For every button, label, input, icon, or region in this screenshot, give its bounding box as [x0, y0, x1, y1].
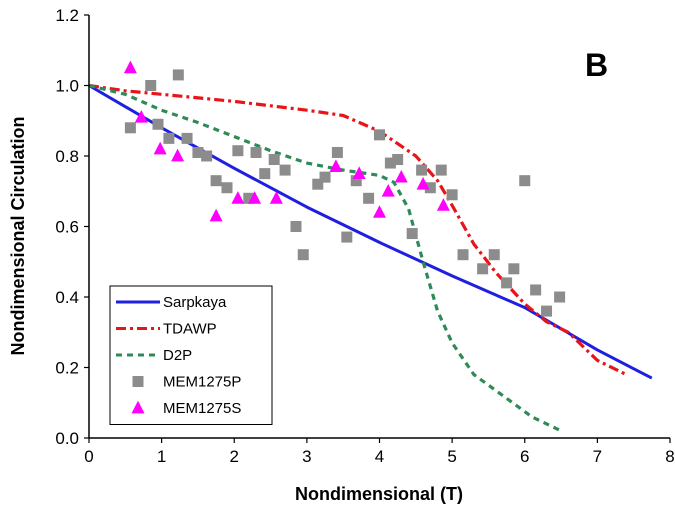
mem1275p-point [554, 291, 566, 303]
mem1275p-point [435, 164, 447, 176]
panel-label: B [585, 47, 608, 83]
mem1275p-point [172, 69, 184, 81]
legend-item-mem1275p: MEM1275P [132, 374, 241, 391]
mem1275p-point [341, 231, 353, 243]
mem1275p-point [416, 164, 428, 176]
x-axis-label: Nondimensional (T) [295, 484, 463, 504]
x-tick-label: 2 [230, 447, 239, 466]
mem1275p-point [250, 146, 262, 158]
y-tick-label: 0.8 [55, 147, 79, 166]
mem1275s-point [416, 177, 430, 190]
mem1275p-point [508, 263, 520, 275]
y-tick-label: 0.0 [55, 429, 79, 448]
legend-item-sarpkaya: Sarpkaya [116, 294, 227, 311]
legend-label: Sarpkaya [163, 294, 227, 311]
plot-area [88, 60, 653, 433]
mem1275s-point [209, 208, 223, 222]
mem1275p-point [181, 132, 193, 144]
mem1275p-point [530, 284, 542, 296]
mem1275p-point [350, 175, 362, 187]
legend-label: MEM1275P [163, 374, 241, 391]
legend-label: TDAWP [163, 321, 217, 338]
mem1275p-point [457, 249, 469, 261]
mem1275p-point [424, 182, 436, 194]
legend: Sarpkaya TDAWP D2P MEM1275P MEM1275S [109, 285, 273, 425]
mem1275s-point [153, 141, 167, 155]
d2p-series-line [88, 83, 562, 433]
mem1275p-point [501, 277, 513, 289]
mem1275p-point [541, 305, 553, 317]
mem1275p-point [406, 228, 418, 240]
mem1275p-point [488, 249, 500, 261]
mem1275p-point [152, 118, 164, 130]
legend-item-tdawp: TDAWP [116, 321, 217, 338]
mem1275p-point [201, 150, 213, 162]
mem1275s-point [171, 148, 185, 162]
x-tick-label: 1 [157, 447, 166, 466]
mem1275s-point [134, 110, 148, 123]
mem1275p-point [243, 192, 255, 204]
mem1275p-point [279, 164, 291, 176]
legend-label: MEM1275S [163, 400, 241, 417]
mem1275p-point [221, 182, 233, 194]
mem1275p-point [331, 146, 343, 158]
legend-swatch [132, 376, 144, 387]
mem1275s-point [381, 184, 395, 197]
mem1275p-point [268, 154, 280, 166]
mem1275p-point [145, 80, 157, 91]
mem1275p-point [210, 175, 222, 187]
x-tick-label: 8 [665, 447, 674, 466]
y-axis-label: Nondimensional Circulation [8, 116, 28, 355]
mem1275p-point [446, 189, 458, 201]
y-tick-label: 0.4 [55, 288, 79, 307]
legend-label: D2P [163, 347, 192, 364]
mem1275s-point [394, 169, 408, 183]
legend-item-mem1275s: MEM1275S [131, 400, 241, 417]
mem1275s-point [352, 166, 366, 180]
legend-swatch [131, 400, 145, 414]
mem1275p-point [124, 122, 136, 134]
y-tick-label: 0.2 [55, 359, 79, 378]
x-tick-label: 3 [302, 447, 311, 466]
legend-box [109, 285, 273, 425]
mem1275p-point [163, 132, 175, 144]
mem1275p-point [312, 178, 324, 190]
mem1275s-point [329, 159, 343, 172]
mem1275p-point [192, 146, 204, 158]
x-tick-label: 7 [593, 447, 602, 466]
x-tick-label: 6 [520, 447, 529, 466]
x-tick-label: 4 [375, 447, 384, 466]
mem1275s-point [231, 191, 245, 204]
x-tick-label: 5 [447, 447, 456, 466]
mem1275s-point [436, 198, 450, 211]
mem1275p-point [232, 145, 244, 157]
mem1275p-point [477, 263, 489, 275]
y-tick-label: 1.0 [55, 77, 79, 96]
tdawp-series-line [88, 83, 628, 377]
mem1275p-point [519, 175, 531, 187]
mem1275p-point [259, 168, 271, 180]
mem1275s-point [373, 205, 386, 218]
mem1275p-point [374, 129, 385, 141]
mem1275s-point [123, 60, 137, 74]
mem1275p-point [392, 154, 404, 166]
y-tick-label: 0.6 [55, 218, 79, 237]
legend-item-d2p: D2P [116, 347, 192, 364]
y-tick-label: 1.2 [55, 6, 79, 25]
mem1275p-point [290, 221, 302, 232]
mem1275s-point [248, 191, 262, 204]
mem1275p-point [363, 192, 375, 204]
mem1275p-point [297, 249, 309, 261]
mem1275p-point [319, 171, 331, 183]
axes: 0.0 0.2 0.4 0.6 0.8 1.0 1.2 0 1 2 3 4 5 6 7 8 [55, 6, 674, 466]
x-tick-label: 0 [84, 447, 93, 466]
mem1275s-point [269, 191, 283, 204]
mem1275p-point [384, 157, 396, 169]
